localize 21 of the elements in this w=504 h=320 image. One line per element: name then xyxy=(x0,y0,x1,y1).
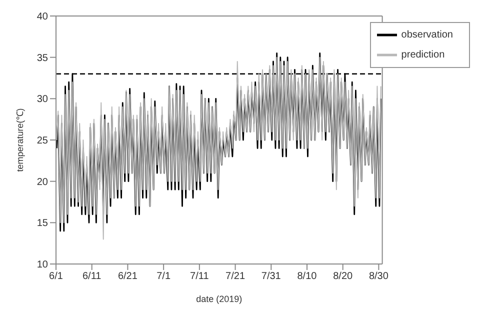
x-tick-label: 6/1 xyxy=(49,271,64,282)
legend-label: observation xyxy=(401,30,453,41)
y-tick-label: 15 xyxy=(36,218,48,230)
y-tick-label: 20 xyxy=(36,176,48,188)
y-tick-label: 25 xyxy=(36,136,48,147)
x-tick-label: 7/31 xyxy=(261,271,282,282)
y-tick-label: 35 xyxy=(36,52,48,64)
y-tick-label: 10 xyxy=(36,260,48,271)
x-tick-label: 7/11 xyxy=(190,271,210,282)
x-tick-label: 6/21 xyxy=(118,271,138,282)
x-tick-label: 7/21 xyxy=(226,271,246,282)
x-axis-title: date (2019) xyxy=(196,294,242,304)
y-tick-label: 30 xyxy=(36,94,48,106)
x-tick-label: 8/20 xyxy=(333,271,354,282)
x-tick-label: 6/11 xyxy=(82,271,102,282)
x-tick-label: 7/1 xyxy=(156,271,171,282)
x-tick-label: 8/10 xyxy=(297,271,318,282)
x-tick-label: 8/30 xyxy=(368,271,389,282)
y-axis-title: temperature(℃) xyxy=(15,108,26,172)
legend-label: prediction xyxy=(401,50,445,61)
y-tick-label: 40 xyxy=(36,12,48,23)
